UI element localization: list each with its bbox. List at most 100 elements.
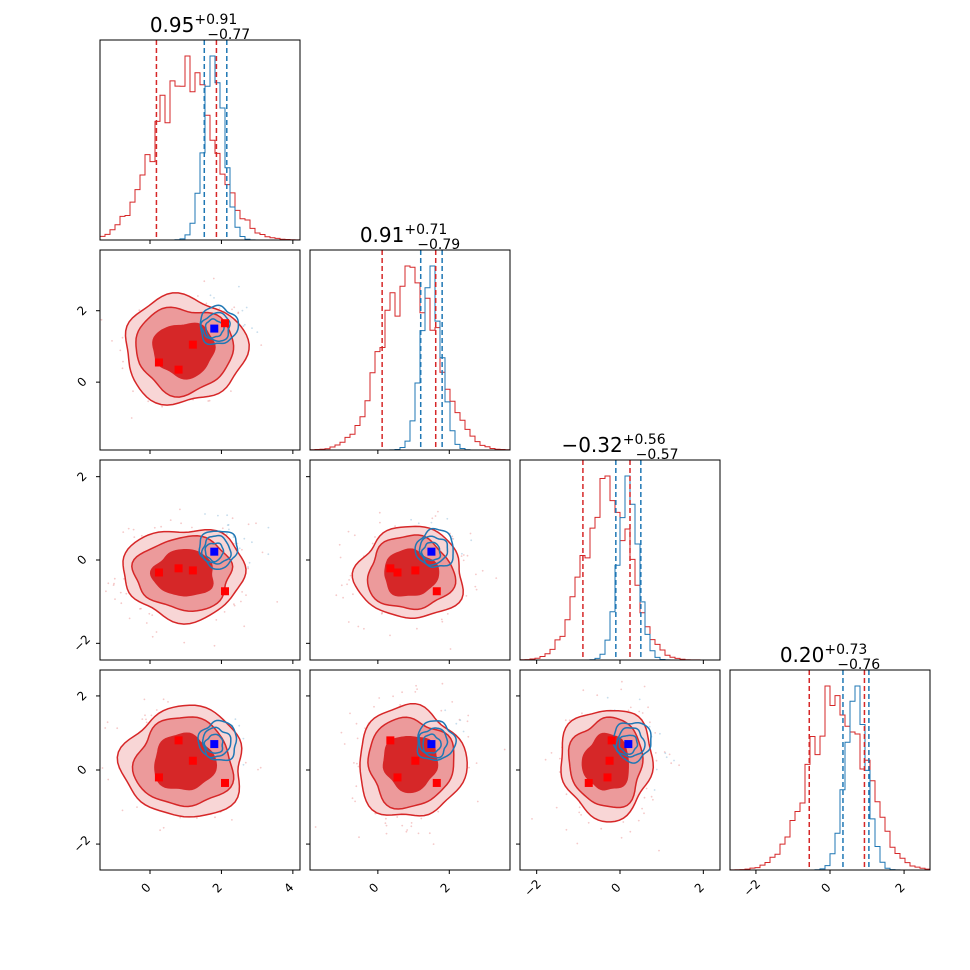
scatter-point	[100, 318, 103, 321]
scatter-point	[389, 634, 391, 637]
scatter-point	[241, 548, 243, 551]
scatter-point	[354, 800, 356, 803]
scatter-point	[247, 567, 250, 570]
scatter-point	[641, 807, 643, 810]
scatter-point	[339, 556, 342, 559]
reference-histogram	[730, 685, 930, 870]
scatter-point	[544, 758, 547, 761]
scatter-point	[355, 722, 358, 725]
scatter-point	[248, 561, 251, 564]
scatter-point	[153, 526, 156, 529]
scatter-point	[420, 817, 423, 820]
scatter-point	[113, 577, 116, 580]
posterior-contour	[422, 733, 442, 754]
scatter-point	[441, 682, 444, 685]
scatter-point	[641, 712, 644, 714]
scatter-point	[578, 806, 581, 809]
scatter-point	[217, 514, 219, 517]
scatter-point	[620, 836, 623, 839]
scatter-point	[475, 588, 478, 591]
scatter-point	[353, 762, 355, 764]
panel-3-0: −2 0 2 0 2 4	[71, 669, 301, 896]
scatter-point	[622, 821, 625, 823]
scatter-point	[394, 525, 396, 527]
scatter-point	[238, 547, 241, 550]
panel-2-1	[306, 459, 511, 664]
true-value-marker	[210, 740, 219, 749]
scatter-point	[381, 611, 384, 614]
scatter-point	[357, 765, 360, 768]
posterior-contour	[615, 727, 646, 758]
scatter-point	[180, 522, 183, 525]
scatter-point	[167, 701, 169, 703]
scatter-point	[230, 390, 232, 392]
scatter-point	[437, 810, 440, 813]
scatter-point	[384, 822, 387, 825]
y-tick-label: 2	[74, 303, 89, 318]
scatter-point	[238, 285, 240, 288]
sample-marker	[174, 365, 183, 374]
scatter-point	[466, 554, 469, 557]
scatter-point	[629, 830, 632, 833]
scatter-point	[459, 719, 462, 722]
scatter-point	[355, 785, 358, 788]
scatter-point	[606, 696, 609, 699]
posterior-contour	[418, 535, 449, 566]
panel-2-0: −2 0 2	[71, 459, 301, 664]
scatter-point	[531, 818, 533, 820]
scatter-point	[399, 704, 401, 706]
scatter-point	[162, 698, 165, 701]
scatter-point	[621, 680, 623, 683]
sample-marker	[154, 568, 163, 577]
scatter-point	[559, 757, 561, 760]
scatter-point	[467, 735, 470, 738]
scatter-point	[240, 600, 242, 603]
scatter-point	[451, 701, 454, 703]
scatter-point	[237, 311, 240, 314]
sample-marker	[174, 564, 183, 573]
scatter-point	[378, 511, 381, 514]
panel-content	[100, 277, 263, 419]
scatter-point	[140, 534, 143, 537]
scatter-point	[228, 528, 230, 531]
scatter-point	[144, 714, 146, 717]
scatter-point	[111, 340, 113, 342]
scatter-point	[643, 812, 645, 815]
scatter-point	[213, 297, 215, 299]
scatter-point	[145, 718, 147, 721]
scatter-point	[243, 625, 246, 628]
scatter-point	[396, 816, 399, 818]
scatter-point	[226, 533, 228, 535]
sample-marker	[584, 778, 593, 787]
scatter-point	[127, 527, 130, 530]
scatter-point	[467, 714, 470, 717]
panel-1-1: 0.91+0.71 −0.79	[309, 222, 511, 454]
scatter-point	[380, 612, 383, 615]
scatter-point	[160, 525, 163, 528]
y-tick-label: 2	[74, 469, 89, 484]
scatter-point	[449, 648, 452, 650]
scatter-point	[587, 821, 590, 824]
scatter-point	[162, 826, 165, 829]
scatter-point	[147, 400, 150, 403]
scatter-point	[654, 732, 657, 734]
scatter-point	[495, 577, 498, 579]
scatter-point	[565, 793, 568, 796]
scatter-point	[430, 521, 433, 524]
x-tick-label: 2	[438, 880, 453, 895]
scatter-point	[340, 584, 343, 587]
scatter-point	[658, 849, 660, 852]
scatter-point	[139, 608, 141, 610]
scatter-point	[94, 766, 96, 768]
scatter-point	[136, 806, 138, 808]
x-tick-label: 0	[608, 880, 623, 895]
x-tick-label: −2	[521, 877, 543, 899]
scatter-point	[432, 843, 435, 845]
scatter-point	[338, 543, 341, 546]
panel-title: 0.95+0.91 −0.77	[150, 12, 250, 43]
scatter-point	[351, 797, 354, 800]
scatter-point	[234, 718, 237, 721]
sample-marker	[188, 340, 197, 349]
scatter-point	[428, 832, 431, 835]
